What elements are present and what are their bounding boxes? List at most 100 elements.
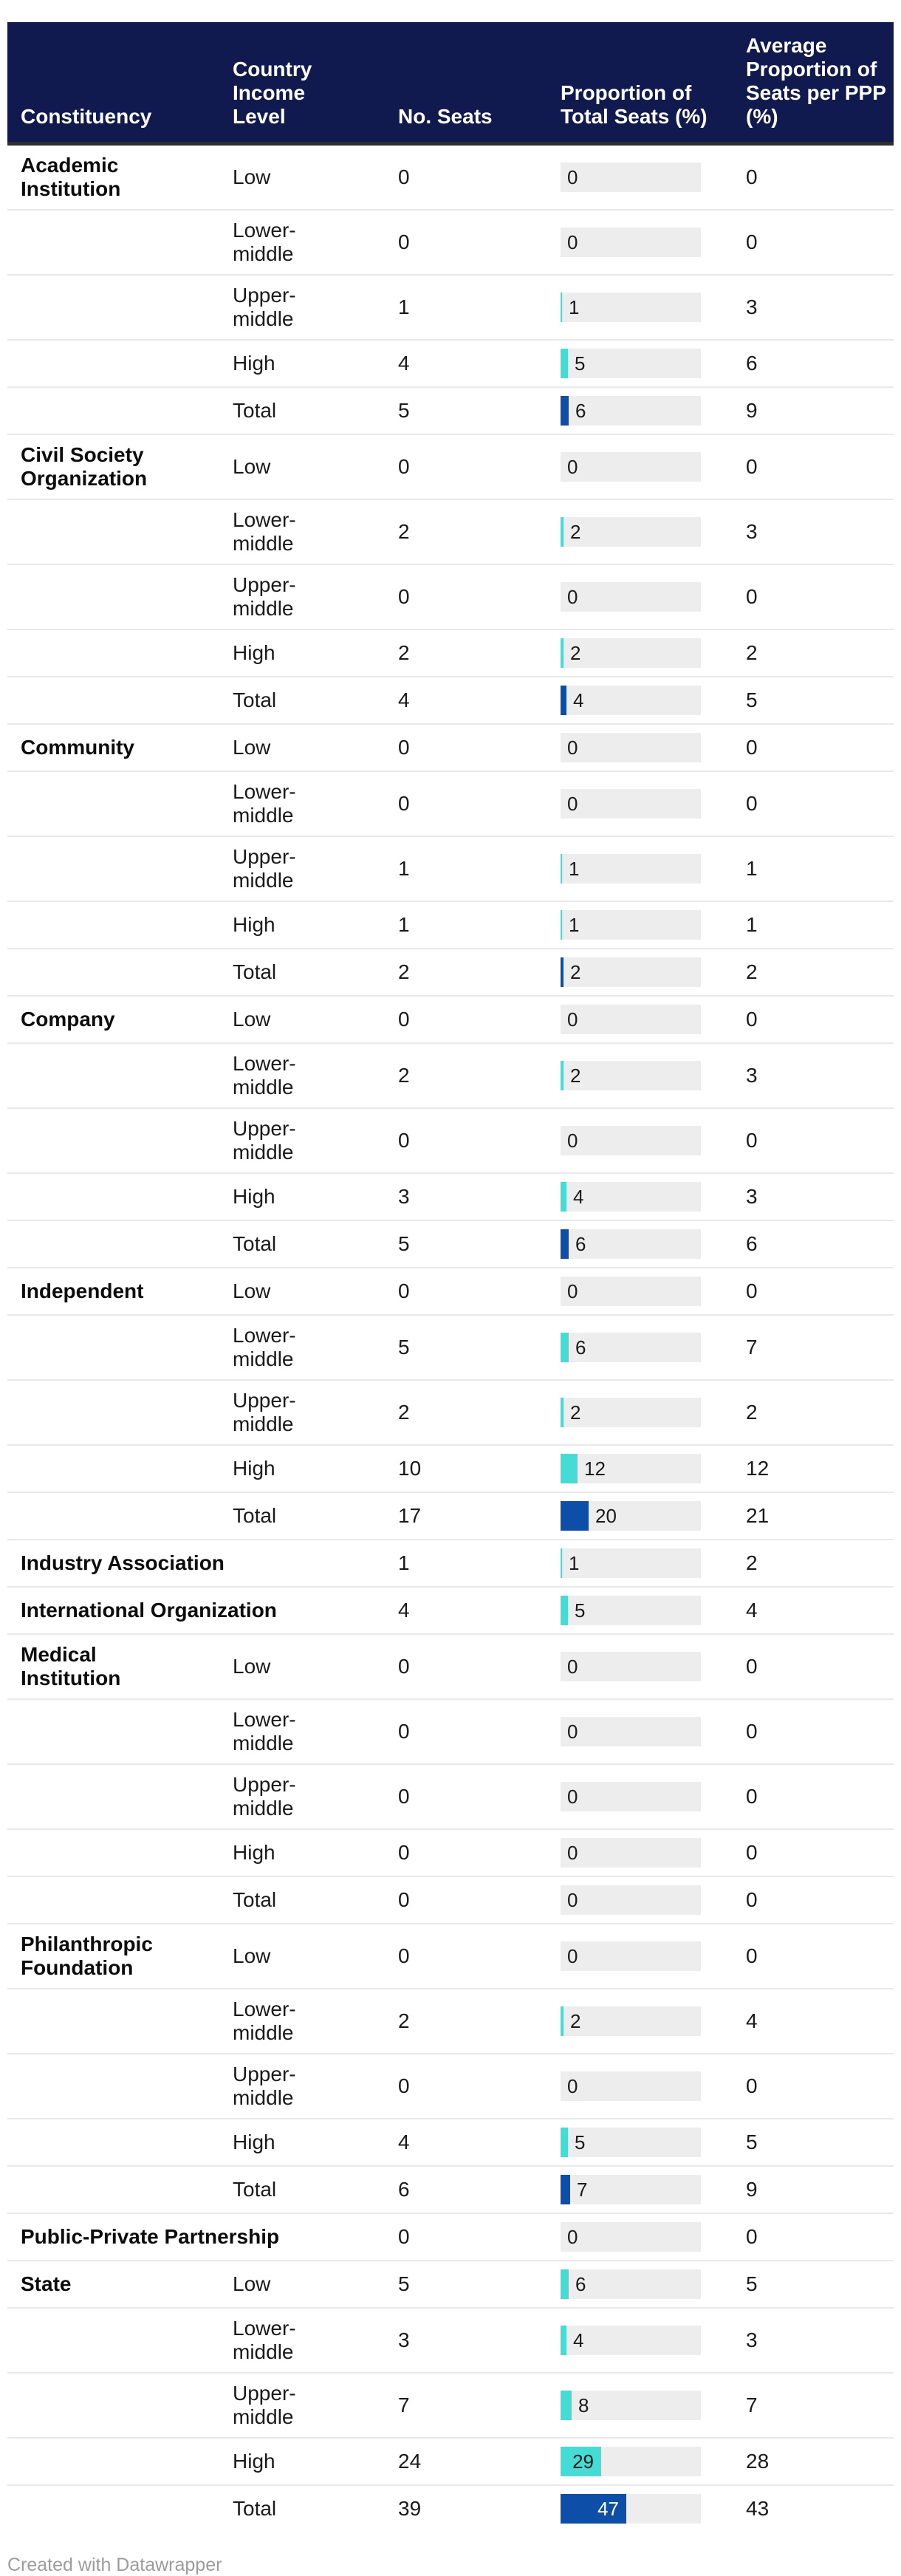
proportion-bar-cell: 5 <box>561 1587 746 1634</box>
table-row: Total 39 47 43 <box>7 2485 894 2532</box>
bar-track: 2 <box>561 957 701 987</box>
bar-track: 29 <box>561 2447 701 2476</box>
proportion-bar-cell: 0 <box>561 1876 746 1924</box>
constituency-cell <box>7 1492 233 1540</box>
income-level-cell: Upper- middle <box>233 284 296 330</box>
table-row: High 24 29 28 <box>7 2438 894 2485</box>
income-level-cell: Total <box>233 1504 277 1527</box>
proportion-bar-cell: 0 <box>561 1829 746 1876</box>
bar-value-label: 8 <box>578 2394 589 2416</box>
constituency-cell <box>7 1445 233 1492</box>
avg-proportion-cell: 28 <box>746 2450 770 2473</box>
table-row: Upper- middle 7 8 7 <box>7 2373 894 2438</box>
bar-value-label: 0 <box>567 1945 578 1967</box>
proportion-bar <box>561 396 569 426</box>
avg-proportion-cell: 6 <box>746 352 758 375</box>
col-header-constituency-label: Constituency <box>21 105 152 128</box>
table-row: High 3 4 3 <box>7 1173 894 1220</box>
bar-track: 6 <box>561 1229 701 1259</box>
bar-value-label: 5 <box>575 1599 586 1622</box>
avg-proportion-cell: 2 <box>746 641 758 664</box>
constituency-cell <box>7 1043 233 1108</box>
constituency-cell <box>7 836 233 901</box>
bar-value-label: 1 <box>569 858 580 880</box>
bar-track: 0 <box>561 1126 701 1155</box>
no-seats-cell: 0 <box>398 736 410 759</box>
constituency-cell <box>7 275 233 340</box>
proportion-bar <box>561 2391 572 2420</box>
proportion-bar-cell: 6 <box>561 1220 746 1268</box>
proportion-bar-cell: 0 <box>561 1268 746 1315</box>
no-seats-cell: 1 <box>398 913 410 936</box>
bar-value-label: 6 <box>575 1233 586 1255</box>
no-seats-cell: 0 <box>398 1785 410 1808</box>
income-level-cell: Total <box>233 2178 277 2201</box>
col-header-avg-per-ppp-label: Average Proportion of Seats per PPP (%) <box>746 34 886 128</box>
constituency-cell <box>7 340 233 387</box>
bar-track: 5 <box>561 349 701 378</box>
proportion-bar-cell: 0 <box>561 996 746 1043</box>
table-row: Upper- middle 0 0 0 <box>7 564 894 629</box>
table-row: Upper- middle 0 0 0 <box>7 1108 894 1173</box>
proportion-bar-cell: 0 <box>561 1634 746 1699</box>
avg-proportion-cell: 5 <box>746 2131 758 2153</box>
no-seats-cell: 1 <box>398 295 410 318</box>
bar-track: 0 <box>561 789 701 819</box>
avg-proportion-cell: 0 <box>746 1720 758 1743</box>
no-seats-cell: 5 <box>398 1232 410 1255</box>
constituency-cell: Public-Private Partnership <box>21 2225 280 2248</box>
proportion-bar <box>561 910 562 940</box>
avg-proportion-cell: 21 <box>746 1504 770 1527</box>
income-level-cell: High <box>233 1841 275 1864</box>
income-level-cell: Low <box>233 2272 271 2295</box>
income-level-cell: Lower- middle <box>233 219 296 265</box>
constituency-cell: Industry Association <box>21 1551 225 1574</box>
bar-value-label: 0 <box>567 456 578 478</box>
col-header-no-seats: No. Seats <box>398 22 561 146</box>
table-row: Lower- middle 3 4 3 <box>7 2308 894 2373</box>
no-seats-cell: 2 <box>398 641 410 664</box>
income-level-cell: Upper- middle <box>233 845 296 892</box>
proportion-bar-cell: 2 <box>561 499 746 564</box>
bar-value-label: 0 <box>567 793 578 815</box>
table-row: Total 4 4 5 <box>7 677 894 724</box>
income-level-cell: Low <box>233 1944 271 1967</box>
avg-proportion-cell: 2 <box>746 1551 758 1574</box>
proportion-bar-cell: 0 <box>561 144 746 211</box>
income-level-cell: Lower- middle <box>233 2317 296 2363</box>
table-row: Lower- middle 5 6 7 <box>7 1315 894 1380</box>
avg-proportion-cell: 0 <box>746 1785 758 1808</box>
constituency-cell: Civil Society Organization <box>21 443 148 490</box>
bar-value-label: 2 <box>570 2010 581 2032</box>
no-seats-cell: 17 <box>398 1504 422 1527</box>
proportion-bar <box>561 517 563 547</box>
table-row: Total 5 6 9 <box>7 387 894 434</box>
constituency-cell <box>7 901 233 949</box>
no-seats-cell: 0 <box>398 1720 410 1743</box>
proportion-bar-cell: 1 <box>561 836 746 901</box>
income-level-cell: Lower- middle <box>233 1324 296 1370</box>
proportion-bar-cell: 0 <box>561 1699 746 1764</box>
bar-value-label: 29 <box>572 2450 594 2473</box>
constituency-cell <box>7 949 233 996</box>
avg-proportion-cell: 0 <box>746 230 758 253</box>
no-seats-cell: 0 <box>398 455 410 478</box>
datawrapper-credit-link[interactable]: Created with Datawrapper <box>7 2555 222 2575</box>
avg-proportion-cell: 5 <box>746 689 758 711</box>
proportion-bar <box>561 349 568 378</box>
proportion-bar <box>561 1333 569 1362</box>
income-level-cell: High <box>233 1457 275 1480</box>
constituency-cell: Academic Institution <box>21 154 121 200</box>
proportion-bar <box>561 1182 566 1212</box>
no-seats-cell: 4 <box>398 1599 410 1622</box>
table-row: Upper- middle 0 0 0 <box>7 1764 894 1829</box>
table-row: Public-Private Partnership 0 0 0 <box>7 2213 894 2261</box>
bar-track: 6 <box>561 396 701 426</box>
proportion-bar <box>561 1229 569 1259</box>
constituency-cell <box>7 2166 233 2213</box>
avg-proportion-cell: 0 <box>746 165 758 188</box>
table-row: Upper- middle 2 2 2 <box>7 1380 894 1445</box>
income-level-cell: High <box>233 352 275 375</box>
col-header-income-level-label: Country Income Level <box>233 58 312 128</box>
constituency-cell <box>7 2485 233 2532</box>
